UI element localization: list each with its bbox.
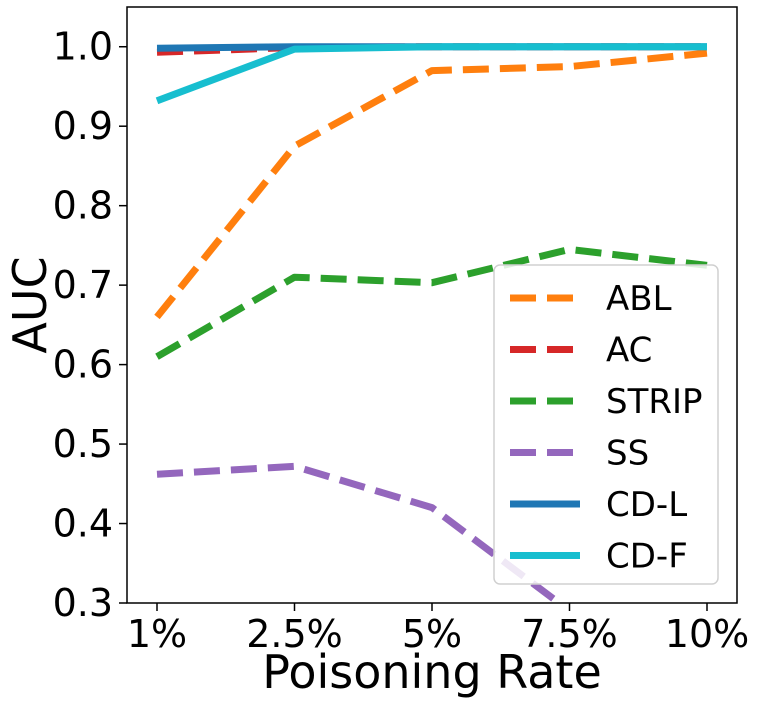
y-tick-label: 0.7 — [53, 263, 113, 307]
legend-label-cd-f: CD-F — [606, 537, 688, 577]
x-axis-label: Poisoning Rate — [262, 645, 602, 699]
x-tick-label: 5% — [402, 612, 462, 656]
legend-label-strip: STRIP — [606, 382, 703, 422]
x-tick-label: 10% — [665, 612, 749, 656]
y-axis-label: AUC — [3, 256, 57, 353]
y-tick-label: 0.4 — [53, 502, 113, 546]
y-tick-label: 0.9 — [53, 104, 113, 148]
y-tick-label: 0.3 — [53, 581, 113, 625]
legend: ABL AC STRIP SS CD-L CD-F — [493, 264, 719, 585]
legend-label-abl: ABL — [606, 279, 672, 319]
legend-label-cd-l: CD-L — [606, 485, 687, 525]
series-line-abl — [154, 49, 708, 320]
x-tick-label: 1% — [127, 612, 187, 656]
y-tick-label: 0.5 — [53, 422, 113, 466]
y-tick-label: 1.0 — [53, 25, 113, 69]
y-tick-label: 0.6 — [53, 343, 113, 387]
y-tick-label: 0.8 — [53, 184, 113, 228]
legend-label-ac: AC — [606, 331, 652, 371]
legend-label-ss: SS — [606, 434, 649, 474]
series-line-ss — [156, 462, 565, 603]
series-line-strip — [155, 245, 708, 360]
series-line-cd-f — [155, 43, 707, 105]
x-tick-label: 2.5% — [246, 612, 343, 656]
x-tick-label: 7.5% — [521, 612, 618, 656]
